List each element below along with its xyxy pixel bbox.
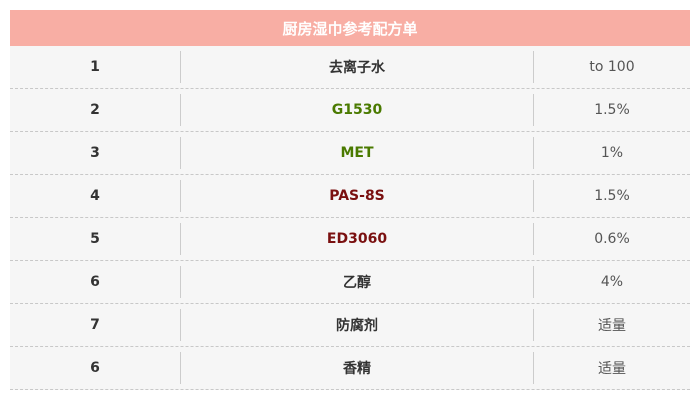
table-row: 3 MET 1% <box>10 132 690 175</box>
ingredient-amount: 适量 <box>598 361 626 377</box>
ingredient-name: 防腐剂 <box>180 309 534 341</box>
table-row: 6 乙醇 4% <box>10 261 690 304</box>
ingredient-amount: 1% <box>600 145 624 161</box>
row-number: 6 <box>90 274 100 290</box>
ingredient-amount: 1.5% <box>594 102 630 118</box>
row-number: 6 <box>90 360 100 376</box>
table-row: 2 G1530 1.5% <box>10 89 690 132</box>
table-row: 6 香精 适量 <box>10 347 690 390</box>
ingredient-name: G1530 <box>180 94 534 126</box>
row-number: 3 <box>90 145 100 161</box>
row-number: 7 <box>90 317 100 333</box>
ingredient-amount: 适量 <box>598 318 626 334</box>
table-row: 1 去离子水 to 100 <box>10 46 690 89</box>
row-number: 1 <box>90 59 100 75</box>
row-number: 5 <box>90 231 100 247</box>
table-row: 7 防腐剂 适量 <box>10 304 690 347</box>
ingredient-name: PAS-8S <box>180 180 534 212</box>
ingredient-amount: 1.5% <box>594 188 630 204</box>
ingredient-name: MET <box>180 137 534 169</box>
table-body: 1 去离子水 to 100 2 G1530 1.5% 3 MET 1% 4 PAS-8S 1.5% 5 E… <box>10 46 690 390</box>
row-number: 2 <box>90 102 100 118</box>
ingredient-amount: 4% <box>600 274 624 290</box>
ingredient-name: 乙醇 <box>180 266 534 298</box>
ingredient-name: ED3060 <box>180 223 534 255</box>
table-row: 4 PAS-8S 1.5% <box>10 175 690 218</box>
row-number: 4 <box>90 188 100 204</box>
ingredient-amount: 0.6% <box>594 231 630 247</box>
ingredient-name: 去离子水 <box>180 51 534 83</box>
table-row: 5 ED3060 0.6% <box>10 218 690 261</box>
table-title: 厨房湿巾参考配方单 <box>10 10 690 46</box>
ingredient-amount: to 100 <box>589 59 635 75</box>
formula-table: 厨房湿巾参考配方单 1 去离子水 to 100 2 G1530 1.5% 3 MET 1% 4 PA… <box>10 10 690 390</box>
ingredient-name: 香精 <box>180 352 534 384</box>
